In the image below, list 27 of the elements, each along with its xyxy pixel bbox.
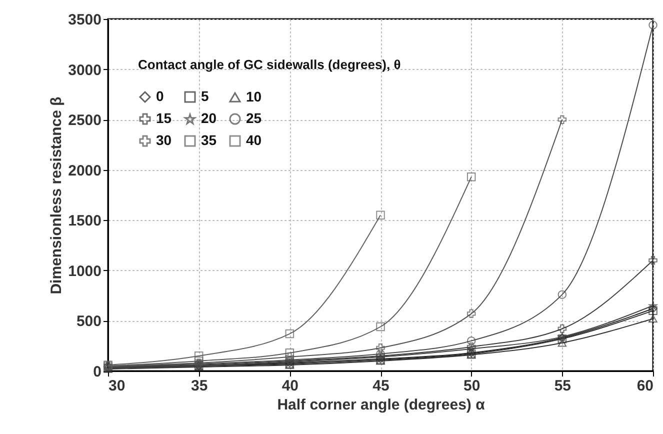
x-tick-label: 55 [554, 378, 572, 394]
legend-label: 10 [246, 88, 262, 104]
x-tick-label: 35 [190, 378, 208, 394]
legend-label: 30 [156, 132, 172, 148]
x-tick-label: 40 [282, 378, 299, 394]
legend-label: 25 [246, 110, 262, 126]
y-tick-label: 500 [76, 313, 102, 330]
x-tick-label: 30 [108, 378, 126, 394]
x-tick-label: 60 [636, 378, 654, 394]
legend-label: 5 [201, 88, 209, 104]
x-tick-label: 45 [372, 378, 390, 394]
x-tick-label: 50 [463, 378, 480, 394]
legend-label: 20 [201, 110, 217, 126]
legend-label: 15 [156, 110, 172, 126]
y-tick-label: 0 [93, 364, 102, 380]
y-tick-label: 2500 [68, 112, 102, 130]
legend-label: 40 [246, 132, 262, 148]
y-tick-label: 2000 [68, 162, 102, 180]
y-tick-label: 1000 [68, 262, 102, 280]
y-tick-label: 3500 [68, 12, 102, 28]
legend-label: 35 [201, 132, 217, 148]
y-tick-label: 3000 [68, 62, 102, 79]
y-tick-label: 1500 [68, 212, 102, 230]
legend-label: 0 [156, 88, 164, 104]
y-axis-title: Dimensionless resistance β [48, 96, 66, 294]
legend-title: Contact angle of GC sidewalls (degrees), θ [138, 57, 401, 72]
x-axis-title: Half corner angle (degrees) α [277, 396, 486, 414]
